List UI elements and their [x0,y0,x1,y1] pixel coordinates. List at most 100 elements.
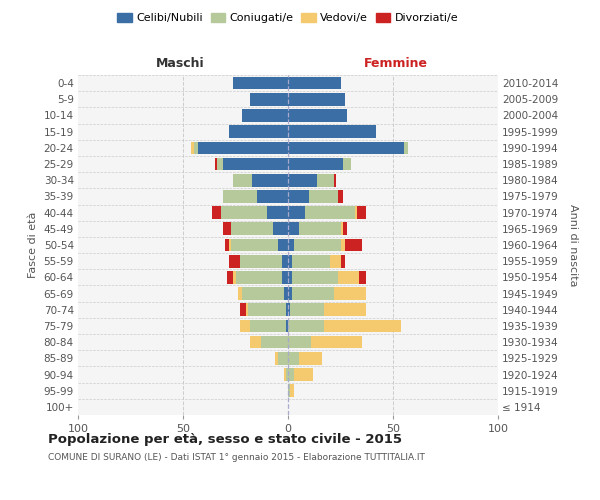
Bar [334,288,366,300]
Text: COMUNE DI SURANO (LE) - Dati ISTAT 1° gennaio 2015 - Elaborazione TUTTITALIA.IT: COMUNE DI SURANO (LE) - Dati ISTAT 1° ge… [48,452,425,462]
Bar [240,255,282,268]
Bar [212,206,221,219]
Bar [288,238,295,252]
Bar [309,190,338,202]
Bar [288,368,295,381]
Bar [341,255,344,268]
Bar [267,206,288,219]
Bar [257,190,288,202]
Bar [288,142,404,154]
Bar [274,222,288,235]
Bar [288,206,305,219]
Text: Maschi: Maschi [155,57,205,70]
Bar [248,304,286,316]
Bar [250,320,286,332]
Y-axis label: Fasce di età: Fasce di età [28,212,38,278]
Bar [227,271,233,283]
Bar [198,142,288,154]
Bar [229,126,288,138]
Bar [225,238,229,252]
Bar [341,238,344,252]
Bar [288,109,347,122]
Bar [295,368,313,381]
Bar [288,190,309,202]
Bar [343,222,347,235]
Bar [317,174,334,186]
Bar [229,255,240,268]
Bar [292,288,334,300]
Bar [223,158,288,170]
Bar [238,288,242,300]
Bar [330,255,341,268]
Bar [288,255,292,268]
Bar [286,304,288,316]
Bar [232,222,274,235]
Bar [305,206,355,219]
Bar [217,158,223,170]
Bar [288,174,317,186]
Bar [288,158,343,170]
Bar [221,206,267,219]
Bar [282,271,288,283]
Bar [288,320,324,332]
Bar [345,238,362,252]
Bar [284,368,286,381]
Bar [324,320,401,332]
Bar [223,222,232,235]
Bar [191,142,193,154]
Bar [338,271,359,283]
Bar [277,352,288,364]
Bar [246,304,248,316]
Bar [288,384,290,397]
Bar [260,336,288,348]
Bar [277,238,288,252]
Bar [359,271,366,283]
Bar [288,304,290,316]
Bar [223,190,257,202]
Bar [215,158,217,170]
Bar [275,352,277,364]
Bar [288,222,299,235]
Bar [242,109,288,122]
Bar [295,238,341,252]
Bar [288,352,299,364]
Bar [286,320,288,332]
Bar [311,336,362,348]
Bar [229,238,232,252]
Bar [242,288,284,300]
Bar [233,77,288,90]
Bar [299,222,341,235]
Bar [341,222,343,235]
Bar [240,304,246,316]
Bar [288,77,341,90]
Bar [292,271,338,283]
Bar [288,271,292,283]
Bar [355,206,358,219]
Legend: Celibi/Nubili, Coniugati/e, Vedovi/e, Divorziati/e: Celibi/Nubili, Coniugati/e, Vedovi/e, Di… [113,8,463,28]
Text: Femmine: Femmine [364,57,428,70]
Bar [233,271,235,283]
Bar [240,320,250,332]
Bar [235,271,282,283]
Bar [299,352,322,364]
Bar [288,126,376,138]
Y-axis label: Anni di nascita: Anni di nascita [568,204,578,286]
Bar [250,336,260,348]
Bar [343,158,351,170]
Bar [233,174,252,186]
Bar [358,206,366,219]
Bar [404,142,408,154]
Bar [232,238,277,252]
Bar [252,174,288,186]
Bar [288,93,345,106]
Bar [288,336,311,348]
Bar [292,255,330,268]
Bar [284,288,288,300]
Bar [286,368,288,381]
Bar [338,190,343,202]
Bar [250,93,288,106]
Bar [324,304,366,316]
Bar [288,288,292,300]
Bar [282,255,288,268]
Bar [193,142,198,154]
